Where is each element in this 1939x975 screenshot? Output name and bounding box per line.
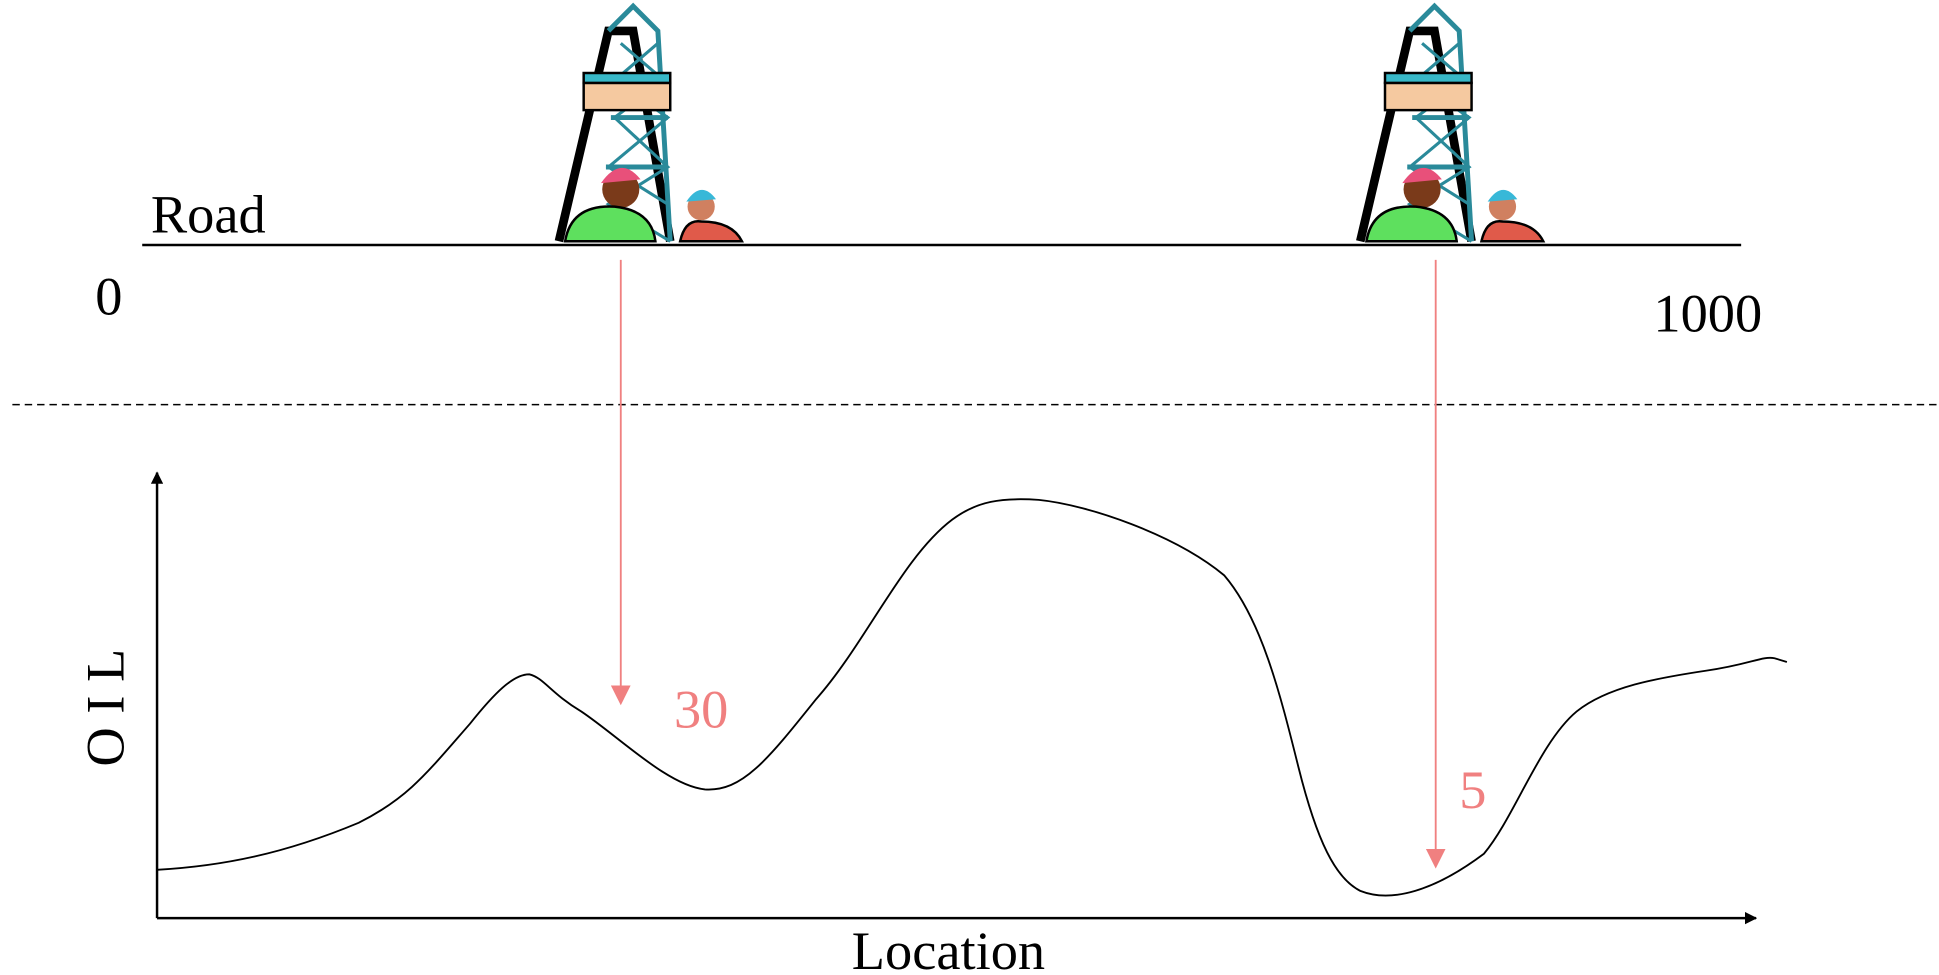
- well-value: 30: [674, 680, 728, 740]
- road-label: Road: [151, 185, 266, 245]
- oil-rig: [1360, 6, 1543, 241]
- oil-curve: [157, 499, 1787, 895]
- diagram: Road 0 1000 30 5 Location O I L: [0, 0, 1939, 975]
- well-value: 5: [1459, 760, 1486, 820]
- y-axis-label: O I L: [76, 649, 136, 767]
- x-axis-label: Location: [852, 921, 1045, 975]
- scale-start: 0: [95, 266, 122, 326]
- scale-end: 1000: [1653, 284, 1762, 344]
- oil-rig: [559, 6, 742, 241]
- page: {"road_label": "Road", "scale": {"start"…: [0, 0, 1939, 975]
